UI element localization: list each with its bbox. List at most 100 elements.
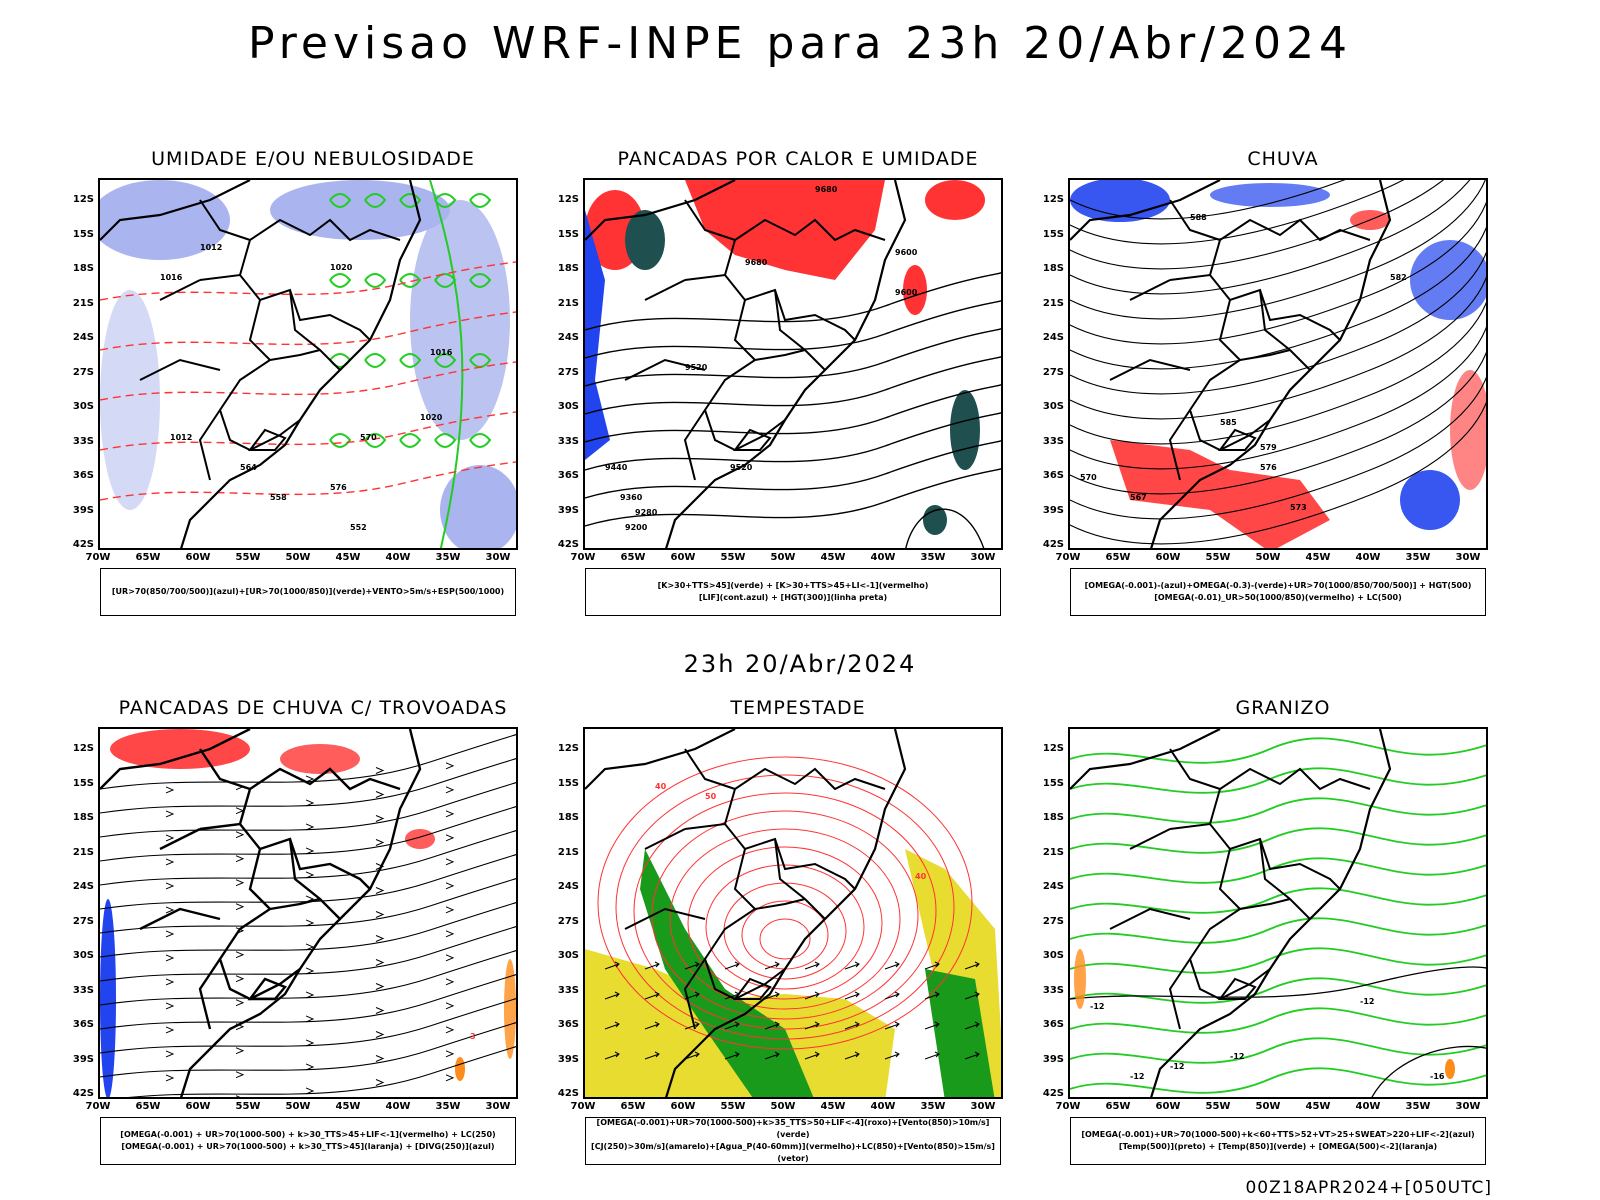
lat-tick-label: 42S — [557, 539, 579, 550]
thunder-area — [280, 744, 360, 774]
lat-tick-label: 27S — [1042, 915, 1064, 927]
lon-tick-label: 40W — [870, 1101, 896, 1112]
rain-area — [1410, 240, 1486, 320]
lon-tick-label: 30W — [1455, 1101, 1481, 1112]
legend-line-1: [OMEGA(-0.001) + UR>70(1000-500) + k>30_… — [120, 1130, 496, 1139]
lon-tick-label: 65W — [135, 552, 161, 563]
contour-label: 1020 — [330, 263, 353, 272]
state-border — [288, 838, 341, 920]
state-border — [754, 349, 806, 361]
wind-vector — [924, 961, 940, 970]
temp850-contour — [1070, 1067, 1486, 1094]
temp500-contour — [1070, 966, 1486, 1000]
rain-area — [1450, 370, 1486, 490]
precip-water-contour — [615, 774, 955, 1040]
contour-label: 579 — [1260, 443, 1277, 452]
wind-vector — [844, 1021, 860, 1030]
precip-water-contour — [705, 864, 865, 990]
contour-label: 558 — [270, 493, 287, 502]
lat-tick-label: 24S — [1042, 881, 1064, 892]
lon-tick-label: 45W — [335, 1101, 361, 1112]
panel-pancadas-calor: PANCADAS POR CALOR E UMIDADE 9680 9680 960… — [543, 148, 1013, 618]
lat-tick-label: 33S — [72, 984, 94, 996]
flow-arrow — [165, 834, 175, 842]
humidity-contour — [364, 433, 387, 448]
contour-label: 552 — [350, 523, 367, 532]
streamline — [100, 854, 516, 910]
height-contour — [1070, 351, 1486, 495]
humidity-shade — [440, 465, 516, 548]
rain-area — [1210, 183, 1330, 207]
legend-box: [OMEGA(-0.001)-(azul)+OMEGA(-0.3)-(verde… — [1070, 568, 1486, 616]
lat-tick-label: 33S — [557, 435, 579, 447]
map-svg: 3 — [100, 729, 516, 1097]
temp850-contour — [1070, 857, 1486, 884]
lat-tick-label: 33S — [1042, 435, 1064, 447]
flow-arrow — [305, 1015, 315, 1023]
map-svg: 1012 1016 1020 1016 1020 1012 576 570 564 558 552 — [100, 180, 516, 548]
height-contour — [905, 508, 985, 548]
lon-tick-label: 40W — [1355, 1101, 1381, 1112]
lat-tick-label: 21S — [72, 846, 94, 858]
state-border — [1169, 748, 1221, 790]
lat-tick-label: 42S — [557, 1088, 579, 1099]
thunder-area — [110, 729, 250, 769]
height-contour — [585, 440, 1001, 499]
contour-label: 9680 — [745, 258, 768, 267]
height-contour — [585, 384, 1001, 443]
humidity-contour — [399, 273, 422, 288]
lon-tick-label: 30W — [485, 1101, 511, 1112]
lat-tick-label: 39S — [557, 1053, 579, 1065]
contour-label: 9520 — [685, 363, 708, 372]
lat-tick-label: 18S — [1042, 812, 1064, 823]
humidity-contour — [399, 353, 422, 368]
flow-arrow — [165, 954, 175, 962]
flow-arrow — [375, 767, 385, 774]
lat-tick-label: 36S — [72, 1019, 94, 1030]
flow-arrow — [235, 999, 245, 1007]
contour-label: 50 — [705, 792, 717, 801]
lon-tick-label: 50W — [770, 552, 796, 563]
flow-arrow — [305, 1087, 315, 1095]
lat-tick-label: 15S — [1042, 228, 1064, 240]
lon-tick-label: 35W — [920, 1101, 946, 1112]
lon-tick-label: 65W — [620, 1101, 646, 1112]
state-border — [289, 289, 341, 371]
wind-vector — [684, 1021, 700, 1030]
flow-arrow — [445, 786, 455, 794]
lon-tick-label: 45W — [335, 552, 361, 563]
height-contour — [1070, 326, 1486, 470]
lon-tick-label: 35W — [435, 1101, 461, 1112]
state-border — [1259, 838, 1311, 920]
lon-tick-label: 65W — [620, 552, 646, 563]
humidity-contour — [434, 433, 457, 448]
legend-line-1: [OMEGA(-0.001)+UR>70(1000-500)+k<60+TTS>… — [1081, 1130, 1475, 1139]
flow-arrow — [165, 810, 175, 818]
wind-vector — [884, 1051, 900, 1060]
coastline — [585, 729, 907, 1097]
contour-label: -12 — [1090, 1002, 1104, 1011]
flow-arrow — [165, 1002, 175, 1010]
state-border — [624, 828, 706, 930]
lon-tick-label: 40W — [385, 1101, 411, 1112]
flow-arrow — [235, 1047, 245, 1055]
lat-tick-label: 12S — [557, 194, 579, 205]
moist-area — [625, 210, 665, 270]
height-contour — [585, 300, 1001, 359]
wind-vector — [964, 961, 980, 970]
map-svg: 40 50 40 — [585, 729, 1001, 1097]
map-svg: 9680 9680 9600 9520 9440 9360 9280 9200 9600 9520 — [585, 180, 1001, 548]
lat-tick-label: 33S — [1042, 984, 1064, 996]
contour-label: 564 — [240, 463, 257, 472]
temp850-contour — [1070, 887, 1486, 914]
legend-box: [UR>70(850/700/500)](azul)+[UR>70(1000/8… — [100, 568, 516, 616]
flow-arrow — [305, 919, 315, 927]
lat-tick-label: 42S — [1042, 539, 1064, 550]
flow-arrow — [165, 1050, 175, 1058]
lat-tick-label: 18S — [557, 812, 579, 823]
streamline — [100, 998, 516, 1054]
lat-tick-label: 15S — [1042, 777, 1064, 789]
humidity-contour — [329, 273, 352, 288]
state-border — [1209, 218, 1371, 276]
humidity-contour — [364, 353, 387, 368]
